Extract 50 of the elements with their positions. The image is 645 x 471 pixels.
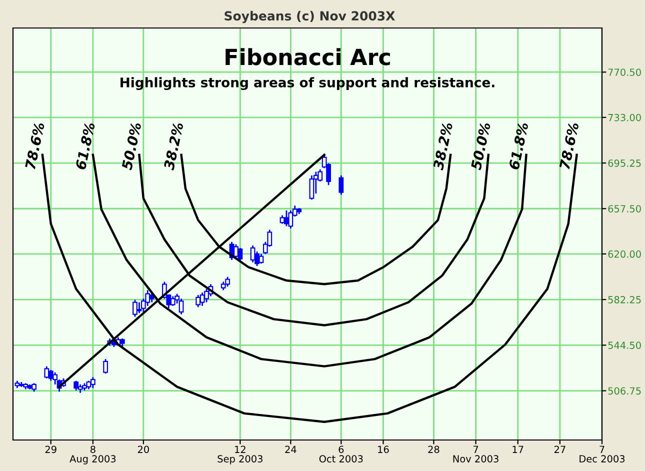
text: 61.8% (75, 122, 96, 170)
candlestick (250, 244, 256, 264)
text: 50.0% (121, 122, 142, 170)
text: 50.0% (470, 122, 491, 170)
candlestick (238, 247, 243, 262)
x-tick-label: 28 (428, 446, 440, 454)
y-tick-label: 620.00 (608, 250, 641, 258)
x-tick-label: 24 (285, 446, 296, 453)
candlestick (258, 253, 264, 264)
text: 78.6% (24, 122, 45, 170)
text: Fibonacci Arc (226, 48, 390, 66)
x-tick-label: 29 (45, 446, 56, 454)
x-tick-label: 7 Dec 2003 (580, 446, 625, 462)
x-tick-label: 12 Sep 2003 (218, 446, 262, 464)
x-tick-label: 20 (138, 446, 149, 454)
y-tick-label: 657.50 (608, 205, 641, 212)
x-tick-label: 16 (378, 446, 389, 454)
text: Soybeans (c) Nov 2003X (224, 10, 395, 24)
candlestick (103, 358, 108, 374)
candlestick (48, 369, 54, 382)
candlestick (44, 366, 50, 380)
candlestick (196, 294, 201, 308)
y-tick-label: 770.50 (608, 68, 641, 76)
y-tick-label: 582.25 (608, 296, 641, 304)
candlestick (338, 174, 344, 196)
y-tick-label: 733.00 (608, 114, 641, 122)
candlestick (200, 292, 205, 307)
candlestick (309, 174, 314, 200)
x-tick-label: 17 (512, 446, 524, 453)
y-tick-label: 544.50 (608, 342, 641, 349)
candlestick (136, 302, 142, 314)
candlestick (74, 380, 79, 392)
candlestick (132, 299, 138, 318)
x-tick-label: 6 Oct 2003 (319, 446, 363, 462)
y-tick-label: 506.75 (608, 387, 641, 395)
candlestick (288, 210, 294, 230)
candlestick (178, 298, 184, 316)
candlestick (170, 296, 176, 307)
candlestick (225, 276, 230, 288)
candlestick (90, 376, 96, 389)
x-tick-label: 27 (554, 446, 566, 453)
x-tick-label: 8 Aug 2003 (70, 446, 116, 464)
y-tick-label: 695.25 (608, 159, 641, 167)
text: Highlights strong areas of support and resistance. (120, 77, 494, 90)
text: 38.2% (163, 122, 184, 171)
text: 78.6% (559, 122, 579, 170)
x-tick-label: 7 Nov 2003 (453, 446, 498, 462)
text: 61.8% (508, 122, 528, 170)
text: 38.2% (432, 122, 453, 171)
candlestick (204, 288, 209, 303)
